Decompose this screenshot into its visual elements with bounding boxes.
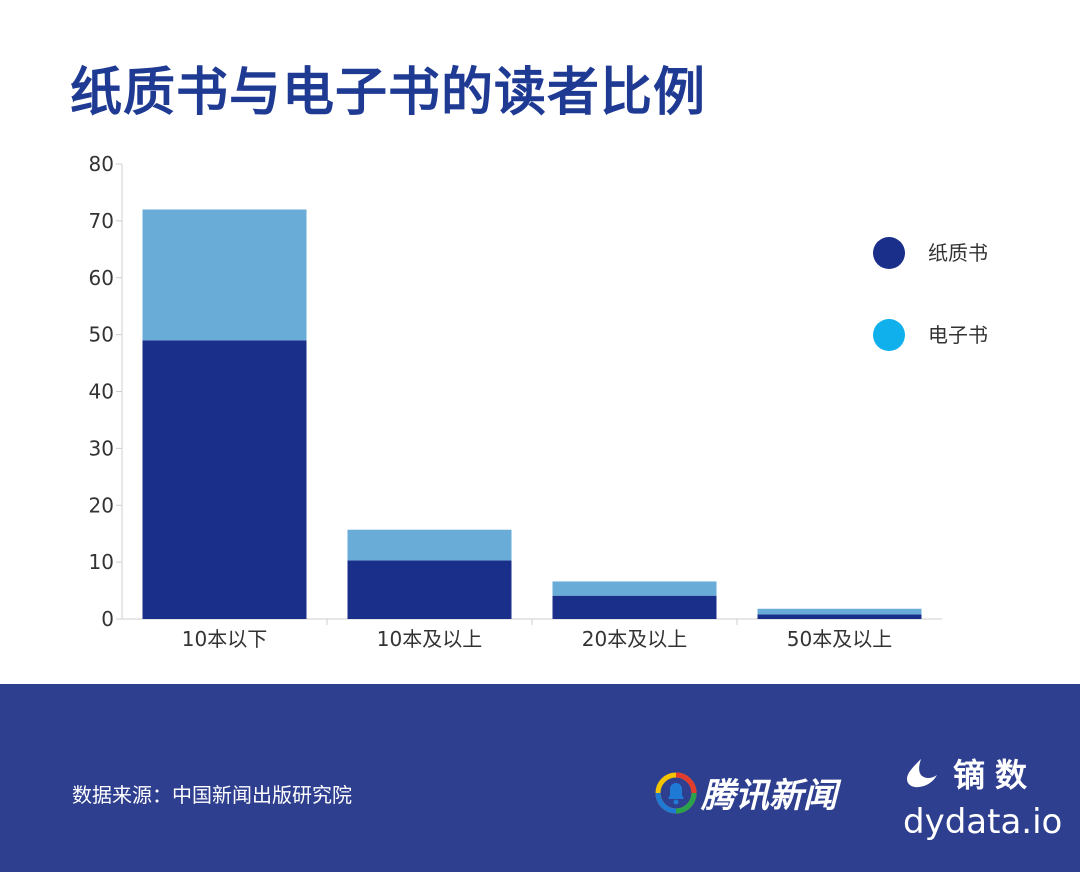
- y-tick-label: 30: [89, 436, 114, 460]
- y-tick-label: 10: [89, 550, 114, 574]
- x-axis: 10本以下 10本及以上 20本及以上 50本及以上: [122, 618, 942, 651]
- bar-segment: [347, 529, 512, 561]
- y-tick-label: 20: [89, 493, 114, 517]
- x-tick-label: 10本及以上: [377, 627, 482, 651]
- bar-segment: [552, 581, 717, 596]
- x-tick-label: 50本及以上: [787, 627, 892, 651]
- x-tick-label: 10本以下: [182, 627, 267, 651]
- tencent-news-icon: [655, 772, 697, 813]
- bar-segment: [142, 209, 307, 341]
- chart: 0 10 20 30 40 50 60 70 80 10本以下 10本及以上 20本及以上 50本及以…: [89, 152, 988, 651]
- y-tick-label: 40: [89, 380, 114, 404]
- legend-label: 电子书: [928, 323, 988, 347]
- dydata-logo: 镝数 dydata.io: [903, 750, 1062, 842]
- dydata-url: dydata.io: [903, 802, 1063, 842]
- y-tick-label: 70: [89, 209, 114, 233]
- legend-label: 纸质书: [928, 241, 988, 265]
- legend-swatch: [873, 319, 905, 351]
- footer: 数据来源：中国新闻出版研究院 腾讯新闻 镝数 dydata.io: [0, 684, 1080, 872]
- y-tick-label: 80: [89, 152, 114, 176]
- dydata-mark-icon: [907, 759, 937, 788]
- data-source: 数据来源：中国新闻出版研究院: [72, 783, 352, 807]
- y-tick-label: 50: [89, 323, 114, 347]
- bar-segment: [757, 608, 922, 615]
- bar-segment: [347, 560, 512, 619]
- bar-segment: [552, 595, 717, 619]
- y-tick-label: 60: [89, 266, 114, 290]
- y-tick-label: 0: [101, 607, 114, 631]
- bar-segment: [142, 340, 307, 619]
- x-tick-label: 20本及以上: [582, 627, 687, 651]
- tencent-news-name: 腾讯新闻: [701, 776, 837, 816]
- y-axis: 0 10 20 30 40 50 60 70 80: [89, 152, 123, 631]
- tencent-news-logo: 腾讯新闻: [655, 768, 837, 817]
- dydata-cn-name: 镝数: [953, 756, 1038, 794]
- chart-title: 纸质书与电子书的读者比例: [70, 63, 707, 123]
- bars: [142, 209, 922, 619]
- legend-swatch: [873, 237, 905, 269]
- bar-segment: [757, 614, 922, 619]
